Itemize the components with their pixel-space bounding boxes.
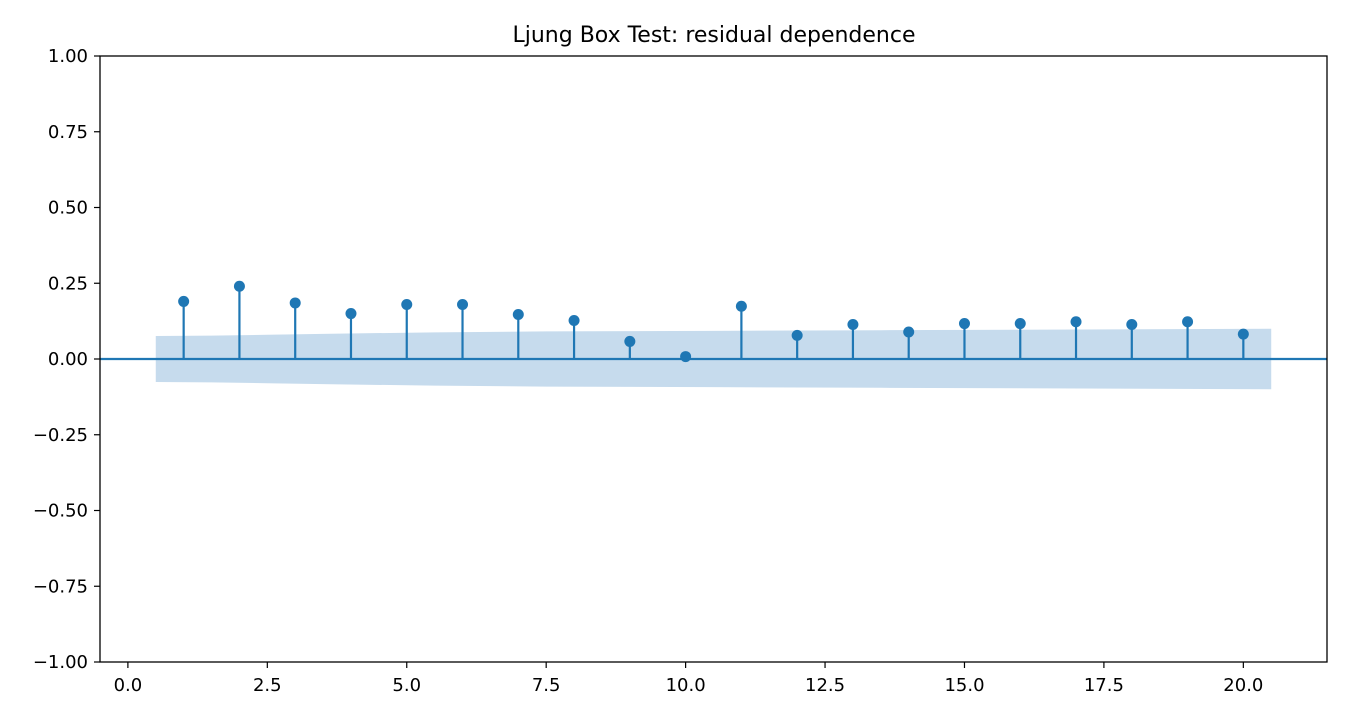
stem-marker <box>1182 316 1194 328</box>
stem-marker <box>847 318 859 330</box>
y-tick-label: 0.00 <box>48 349 88 370</box>
stem-marker <box>401 298 413 310</box>
x-tick-label: 5.0 <box>392 675 421 696</box>
y-tick-label: 1.00 <box>48 46 88 67</box>
stem-marker <box>289 297 301 309</box>
stem-marker <box>680 351 692 363</box>
y-tick-label: 0.50 <box>48 198 88 219</box>
x-tick-label: 12.5 <box>805 675 845 696</box>
stem-marker <box>233 280 245 292</box>
stem-marker <box>1070 316 1082 328</box>
stem-marker <box>624 335 636 347</box>
axes-layer: 1.00 0.75 0.50 0.25 0.00 −0.25 −0.50 −0.75 −1.00… <box>33 46 1328 696</box>
y-tick-label: 0.75 <box>48 122 88 143</box>
stem-marker <box>791 329 803 341</box>
x-tick-label: 17.5 <box>1084 675 1124 696</box>
stem-marker <box>178 295 190 307</box>
stem-marker <box>903 326 915 338</box>
y-tick-label: −0.75 <box>33 576 88 597</box>
stem-marker <box>1237 328 1249 340</box>
stem-marker <box>958 318 970 330</box>
y-tick-label: −1.00 <box>33 652 88 673</box>
chart-title: Ljung Box Test: residual dependence <box>512 23 915 48</box>
stem-layer <box>178 280 1249 363</box>
y-tick-label: −0.25 <box>33 425 88 446</box>
stem-marker <box>568 315 580 327</box>
x-tick-label: 7.5 <box>532 675 561 696</box>
stem-marker <box>512 308 524 320</box>
y-tick-label: 0.25 <box>48 273 88 294</box>
x-tick-label: 10.0 <box>666 675 706 696</box>
stem-marker <box>345 308 357 320</box>
x-tick-label: 2.5 <box>253 675 282 696</box>
x-tick-label: 0.0 <box>114 675 143 696</box>
stem-marker <box>457 298 469 310</box>
x-tick-label: 15.0 <box>944 675 984 696</box>
stem-marker <box>735 300 747 312</box>
stem-marker <box>1014 318 1026 330</box>
y-tick-label: −0.50 <box>33 501 88 522</box>
stem-marker <box>1126 318 1138 330</box>
x-tick-label: 20.0 <box>1223 675 1263 696</box>
